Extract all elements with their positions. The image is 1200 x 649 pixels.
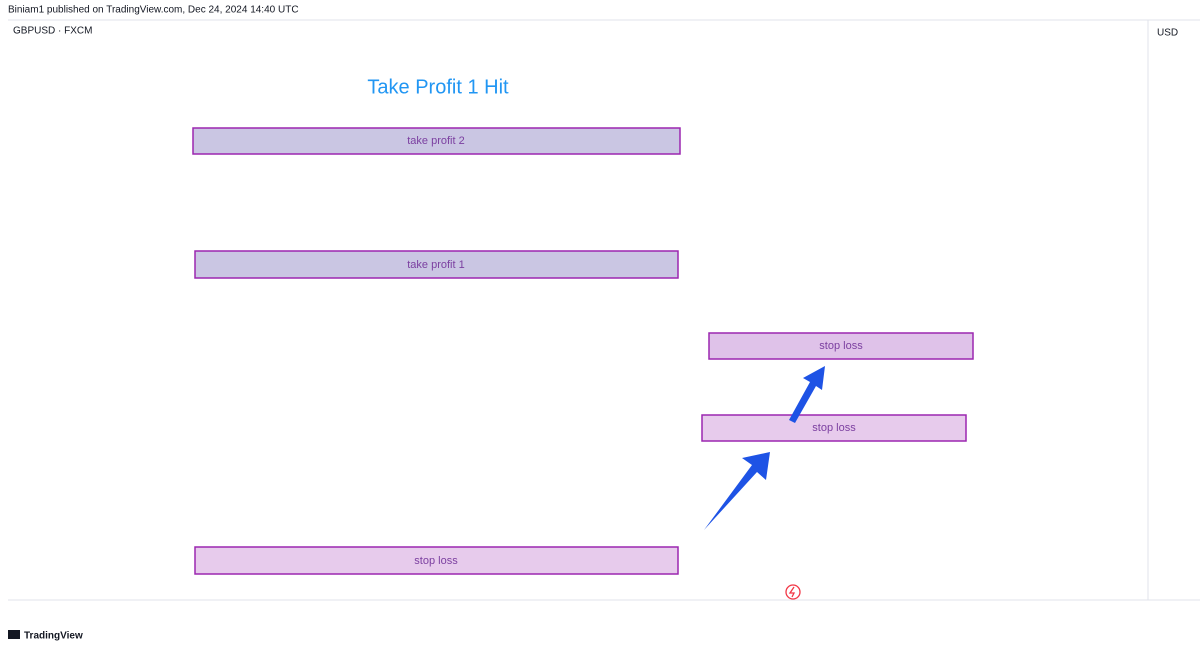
arrow xyxy=(789,366,825,423)
arrow xyxy=(704,452,770,530)
box-label: take profit 1 xyxy=(407,259,464,271)
sl-box xyxy=(708,332,974,360)
tp1-box xyxy=(194,250,679,279)
attribution: Biniam1 published on TradingView.com, De… xyxy=(8,5,299,16)
currency: USD xyxy=(1157,28,1178,39)
event-icon-bolt xyxy=(788,586,796,598)
tp2-box xyxy=(192,127,681,155)
drawings: take profit 2 take profit 1 stop loss st… xyxy=(192,76,974,600)
box-label: take profit 2 xyxy=(407,135,464,147)
sl-box xyxy=(701,414,967,442)
logo-mark xyxy=(8,630,20,639)
logo: TradingView xyxy=(24,631,83,642)
box-label: stop loss xyxy=(812,422,856,434)
box-label: stop loss xyxy=(819,340,863,352)
event-icon xyxy=(785,584,801,600)
box-label: stop loss xyxy=(414,555,458,567)
symbol-title: GBPUSD · FXCM xyxy=(13,26,92,37)
annotation: Take Profit 1 Hit xyxy=(367,76,509,98)
sl-box xyxy=(194,546,679,575)
